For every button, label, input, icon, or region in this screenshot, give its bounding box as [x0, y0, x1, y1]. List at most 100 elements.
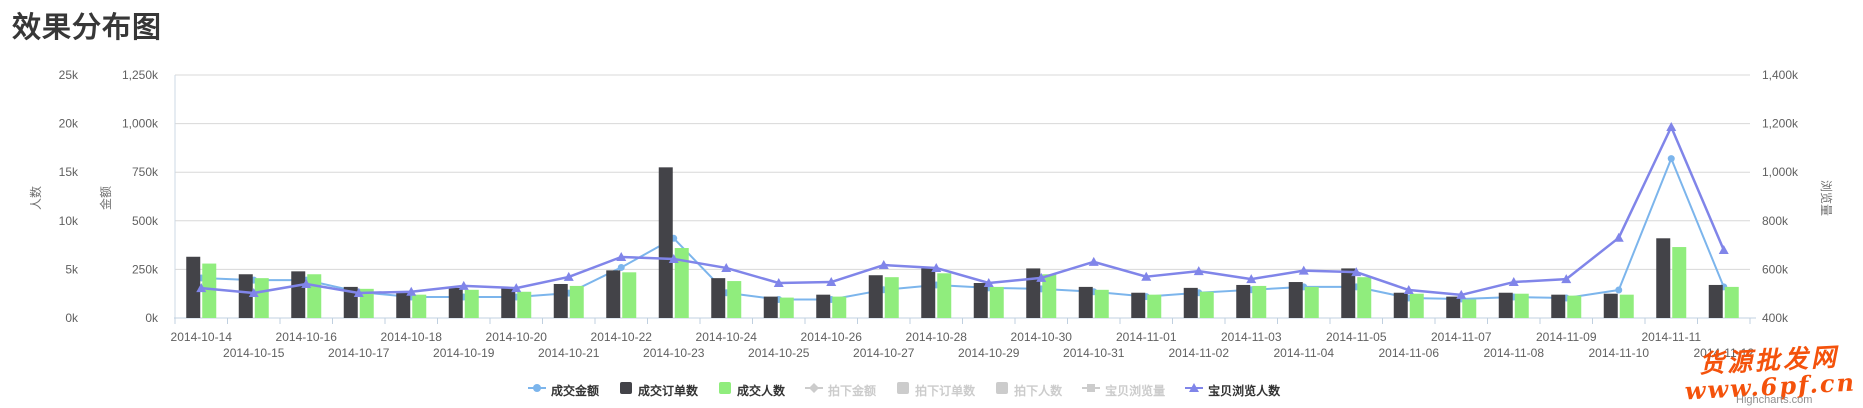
- point-item-visitors[interactable]: [406, 286, 417, 296]
- bar-deal-buyers[interactable]: [937, 273, 952, 318]
- bar-deal-buyers[interactable]: [1199, 291, 1214, 318]
- point-item-visitors[interactable]: [353, 287, 364, 297]
- bar-deal-buyers[interactable]: [1357, 277, 1372, 318]
- bar-deal-orders[interactable]: [921, 268, 936, 318]
- bar-deal-buyers[interactable]: [1147, 294, 1162, 318]
- bar-deal-orders[interactable]: [1288, 282, 1303, 318]
- bar-deal-orders[interactable]: [658, 167, 673, 318]
- point-item-visitors[interactable]: [1718, 244, 1729, 254]
- point-item-visitors[interactable]: [826, 277, 837, 287]
- bar-deal-buyers[interactable]: [517, 291, 532, 318]
- point-item-visitors[interactable]: [1456, 289, 1467, 299]
- bar-deal-orders[interactable]: [396, 292, 411, 318]
- bar-deal-orders[interactable]: [1078, 286, 1093, 318]
- legend-item-8[interactable]: 宝贝浏览人数: [1185, 381, 1280, 400]
- point-item-visitors[interactable]: [1508, 277, 1519, 287]
- point-item-visitors[interactable]: [983, 278, 994, 288]
- bar-deal-buyers[interactable]: [412, 294, 427, 318]
- point-item-visitors[interactable]: [1351, 267, 1362, 277]
- bar-deal-buyers[interactable]: [832, 296, 847, 318]
- bar-deal-orders[interactable]: [501, 287, 516, 318]
- bar-deal-orders[interactable]: [816, 294, 831, 318]
- bar-deal-orders[interactable]: [868, 275, 883, 318]
- point-item-visitors[interactable]: [563, 271, 574, 281]
- point-deal-amount[interactable]: [617, 263, 625, 271]
- bar-deal-buyers[interactable]: [1619, 294, 1634, 318]
- bar-deal-orders[interactable]: [1183, 287, 1198, 318]
- bar-deal-orders[interactable]: [291, 271, 306, 318]
- bar-deal-orders[interactable]: [238, 274, 253, 318]
- bar-deal-buyers[interactable]: [1724, 286, 1739, 318]
- bar-deal-buyers[interactable]: [727, 281, 742, 318]
- point-item-visitors[interactable]: [616, 252, 627, 262]
- highcharts-credits-link[interactable]: Highcharts.com: [1736, 394, 1813, 406]
- point-item-visitors[interactable]: [1613, 232, 1624, 242]
- point-item-visitors[interactable]: [931, 262, 942, 272]
- bar-deal-buyers[interactable]: [1409, 293, 1424, 318]
- bar-deal-orders[interactable]: [1446, 296, 1461, 318]
- point-item-visitors[interactable]: [248, 287, 259, 297]
- point-item-visitors[interactable]: [1088, 256, 1099, 266]
- bar-deal-orders[interactable]: [1393, 292, 1408, 318]
- point-item-visitors[interactable]: [1298, 265, 1309, 275]
- legend-item-5[interactable]: 拍下订单数: [896, 381, 975, 400]
- bar-deal-buyers[interactable]: [307, 274, 322, 318]
- point-item-visitors[interactable]: [721, 262, 732, 272]
- bar-deal-buyers[interactable]: [1514, 293, 1529, 318]
- bar-deal-buyers[interactable]: [1567, 295, 1582, 318]
- point-item-visitors[interactable]: [1403, 285, 1414, 295]
- point-item-visitors[interactable]: [1561, 274, 1572, 284]
- bar-deal-orders[interactable]: [1708, 284, 1723, 318]
- point-item-visitors[interactable]: [1141, 271, 1152, 281]
- bar-deal-buyers[interactable]: [779, 297, 794, 318]
- bar-deal-buyers[interactable]: [674, 248, 689, 318]
- legend-item-3[interactable]: 成交人数: [718, 381, 785, 400]
- point-item-visitors[interactable]: [773, 278, 784, 288]
- legend-item-1[interactable]: 成交金额: [528, 381, 599, 400]
- point-item-visitors[interactable]: [458, 280, 469, 290]
- bar-deal-orders[interactable]: [1341, 268, 1356, 318]
- bar-deal-buyers[interactable]: [1672, 247, 1687, 318]
- bar-deal-orders[interactable]: [973, 283, 988, 318]
- bar-deal-orders[interactable]: [1498, 292, 1513, 318]
- bar-deal-buyers[interactable]: [1462, 299, 1477, 318]
- bar-deal-buyers[interactable]: [254, 278, 269, 318]
- legend-item-6[interactable]: 拍下人数: [995, 381, 1062, 400]
- bar-deal-buyers[interactable]: [989, 286, 1004, 318]
- bar-deal-orders[interactable]: [606, 270, 621, 318]
- bar-deal-orders[interactable]: [1603, 293, 1618, 318]
- bar-deal-buyers[interactable]: [1094, 289, 1109, 318]
- point-item-visitors[interactable]: [301, 278, 312, 288]
- bar-deal-buyers[interactable]: [884, 277, 899, 318]
- bar-deal-orders[interactable]: [1026, 268, 1041, 318]
- bar-deal-orders[interactable]: [763, 296, 778, 318]
- bar-deal-orders[interactable]: [1656, 238, 1671, 318]
- bar-deal-orders[interactable]: [448, 287, 463, 318]
- legend-item-2[interactable]: 成交订单数: [619, 381, 698, 400]
- bar-deal-buyers[interactable]: [464, 289, 479, 318]
- bar-deal-orders[interactable]: [1551, 294, 1566, 318]
- bar-deal-buyers[interactable]: [622, 272, 637, 318]
- bar-deal-buyers[interactable]: [1304, 286, 1319, 318]
- bar-deal-orders[interactable]: [343, 286, 358, 318]
- bar-deal-buyers[interactable]: [569, 285, 584, 318]
- point-item-visitors[interactable]: [1036, 272, 1047, 282]
- bar-deal-orders[interactable]: [186, 256, 201, 318]
- bar-deal-buyers[interactable]: [202, 263, 217, 318]
- bar-deal-orders[interactable]: [1236, 284, 1251, 318]
- bar-deal-orders[interactable]: [711, 278, 726, 318]
- point-item-visitors[interactable]: [511, 283, 522, 293]
- bar-deal-orders[interactable]: [553, 283, 568, 318]
- legend-item-4[interactable]: 拍下金额: [805, 381, 876, 400]
- point-item-visitors[interactable]: [196, 283, 207, 293]
- point-deal-amount[interactable]: [1667, 155, 1675, 163]
- point-item-visitors[interactable]: [668, 253, 679, 263]
- point-item-visitors[interactable]: [1666, 122, 1677, 132]
- point-deal-amount[interactable]: [1615, 286, 1623, 294]
- legend-item-7[interactable]: 宝贝浏览量: [1082, 381, 1165, 400]
- point-item-visitors[interactable]: [1193, 266, 1204, 276]
- point-item-visitors[interactable]: [1246, 274, 1257, 284]
- bar-deal-buyers[interactable]: [1042, 274, 1057, 318]
- bar-deal-orders[interactable]: [1131, 292, 1146, 318]
- bar-deal-buyers[interactable]: [1252, 285, 1267, 318]
